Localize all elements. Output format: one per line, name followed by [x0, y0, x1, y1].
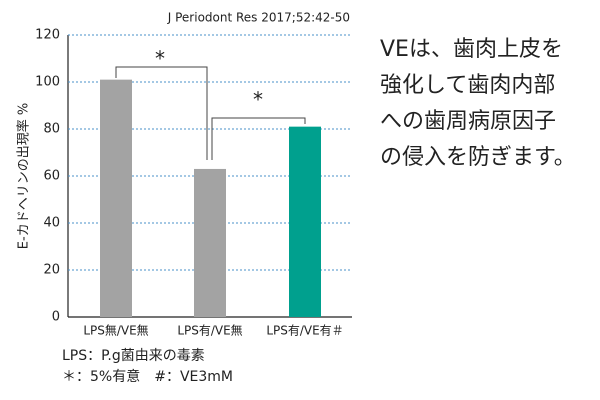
- note: ＊：5%有意 #：VE3mM: [62, 368, 233, 385]
- x-tick-label: LPS有/VE無: [177, 323, 242, 338]
- y-axis-label: E-カドヘリンの出現率 %: [16, 103, 32, 249]
- y-tick-label: 40: [43, 216, 60, 231]
- bar: [194, 168, 226, 317]
- y-tick-label: 120: [35, 28, 60, 43]
- x-tick-label: LPS無/VE無: [83, 323, 148, 338]
- y-tick-label: 100: [35, 75, 60, 90]
- side-text: 強化して歯肉内部: [380, 73, 555, 98]
- side-text: の侵入を防ぎます。: [380, 145, 576, 170]
- side-text: への歯周病原因子: [380, 109, 556, 134]
- significance-mark: *: [155, 47, 165, 71]
- y-tick-label: 20: [43, 263, 60, 278]
- source: J Periodont Res 2017;52:42-50: [167, 11, 350, 25]
- significance-brackets: [115, 66, 306, 160]
- x-tick-label: LPS有/VE有＃: [266, 324, 343, 338]
- side-text: VEは、歯肉上皮を: [380, 37, 563, 62]
- bar: [289, 126, 321, 318]
- bar: [100, 79, 132, 318]
- y-tick-label: 80: [43, 122, 60, 137]
- y-tick-label: 60: [43, 169, 60, 184]
- significance-mark: *: [253, 88, 263, 112]
- y-tick-label: 0: [52, 310, 60, 325]
- note: LPS：P.g菌由来の毒素: [62, 348, 205, 364]
